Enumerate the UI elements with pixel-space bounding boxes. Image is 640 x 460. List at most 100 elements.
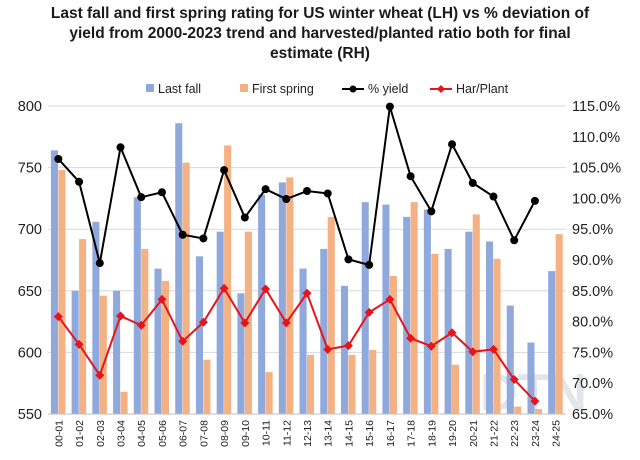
bar-first-spring [141,248,149,414]
x-axis-tick: 04-05 [136,420,148,447]
bar-last-fall [320,248,328,414]
marker-har-plant [364,307,374,317]
left-axis-tick: 750 [18,161,42,177]
right-axis-tick: 90.0% [572,253,613,269]
marker-yield [344,255,353,264]
bar-first-spring [389,276,397,414]
bar-first-spring [348,354,356,414]
x-axis-tick: 12-13 [302,420,314,447]
bar-first-spring [431,253,439,414]
bar-last-fall [71,290,79,414]
x-axis-tick: 10-11 [261,420,273,446]
bar-last-fall [403,216,411,414]
bar-last-fall [113,290,121,414]
bar-first-spring [99,295,107,414]
x-axis-tick: 22-23 [509,420,521,447]
x-axis-tick: 21-22 [488,420,500,447]
bar-first-spring [58,170,66,414]
marker-yield [303,187,311,196]
marker-har-plant [136,320,146,330]
marker-har-plant [157,294,167,304]
right-axis-tick: 105.0% [572,161,621,177]
x-axis-tick: 17-18 [406,420,418,447]
bar-first-spring [534,409,542,414]
bar-last-fall [50,150,58,415]
bar-first-spring [286,177,294,414]
bar-last-fall [382,204,390,414]
marker-yield [95,259,104,268]
marker-yield [75,177,84,186]
marker-har-plant [509,375,519,385]
marker-har-plant [178,336,188,346]
bar-last-fall [444,248,452,414]
marker-yield [178,230,187,239]
x-axis-tick: 06-07 [178,420,190,447]
marker-yield [510,236,519,245]
left-axis-tick: 650 [18,284,42,300]
marker-har-plant [302,288,312,298]
bar-last-fall [423,209,431,414]
legend-marker-har-plant [437,85,445,93]
legend-label-last-fall: Last fall [158,82,201,96]
x-axis-tick: 11-12 [281,420,293,446]
marker-har-plant [198,317,208,327]
bar-last-fall [486,241,494,414]
x-axis-tick: 03-04 [116,420,128,447]
bar-last-fall [548,271,556,414]
marker-har-plant [426,341,436,351]
marker-yield [54,154,63,163]
x-axis-tick: 20-21 [468,420,480,447]
marker-yield [282,195,291,204]
marker-har-plant [323,344,333,354]
marker-har-plant [261,284,271,294]
x-axis-tick: 00-01 [53,420,65,447]
right-axis-tick: 100.0% [572,191,621,207]
legend-label-yield: % yield [368,82,408,96]
marker-yield [261,185,270,194]
bar-last-fall [340,285,349,414]
right-axis-tick: 80.0% [572,315,613,331]
marker-yield [489,192,498,201]
left-axis-tick: 600 [18,345,42,361]
bar-last-fall [299,268,307,414]
marker-har-plant [385,294,395,304]
bar-first-spring [203,359,211,414]
chart-title: Last fall and first spring rating for US… [50,5,590,62]
marker-har-plant [530,396,540,406]
legend: Last fall First spring % yield Har/Plant [146,82,509,96]
bar-first-spring [555,234,563,414]
left-axis-tick: 550 [18,407,42,423]
marker-yield [240,213,249,222]
right-axis-tick: 70.0% [572,376,613,392]
marker-har-plant [406,333,416,343]
bar-first-spring [265,372,273,414]
marker-yield [530,196,539,205]
legend-label-first-spring: First spring [252,82,314,96]
right-axis-tick: 75.0% [572,345,613,361]
legend-marker-yield [349,85,357,93]
lines-layer [53,102,540,406]
bar-last-fall [278,182,286,414]
bar-first-spring [369,349,377,414]
marker-yield [427,207,436,216]
bar-first-spring [79,239,87,414]
bar-last-fall [154,268,162,414]
x-axis-tick: 02-03 [95,420,107,447]
marker-yield [137,193,146,202]
x-axis-tick: 05-06 [157,420,169,447]
marker-yield [448,140,457,149]
bar-first-spring [493,258,501,414]
x-axis-tick: 15-16 [364,420,376,447]
marker-yield [220,166,229,175]
bar-first-spring [452,364,460,414]
bar-last-fall [133,197,141,414]
x-axis-tick: 16-17 [385,420,397,447]
line-yield [57,106,536,267]
marker-har-plant [240,318,250,328]
bar-last-fall [216,231,224,414]
right-axis-tick: 85.0% [572,284,613,300]
line-har-plant [57,286,536,402]
legend-label-har-plant: Har/Plant [456,82,509,96]
x-axis-tick: 19-20 [447,420,459,447]
